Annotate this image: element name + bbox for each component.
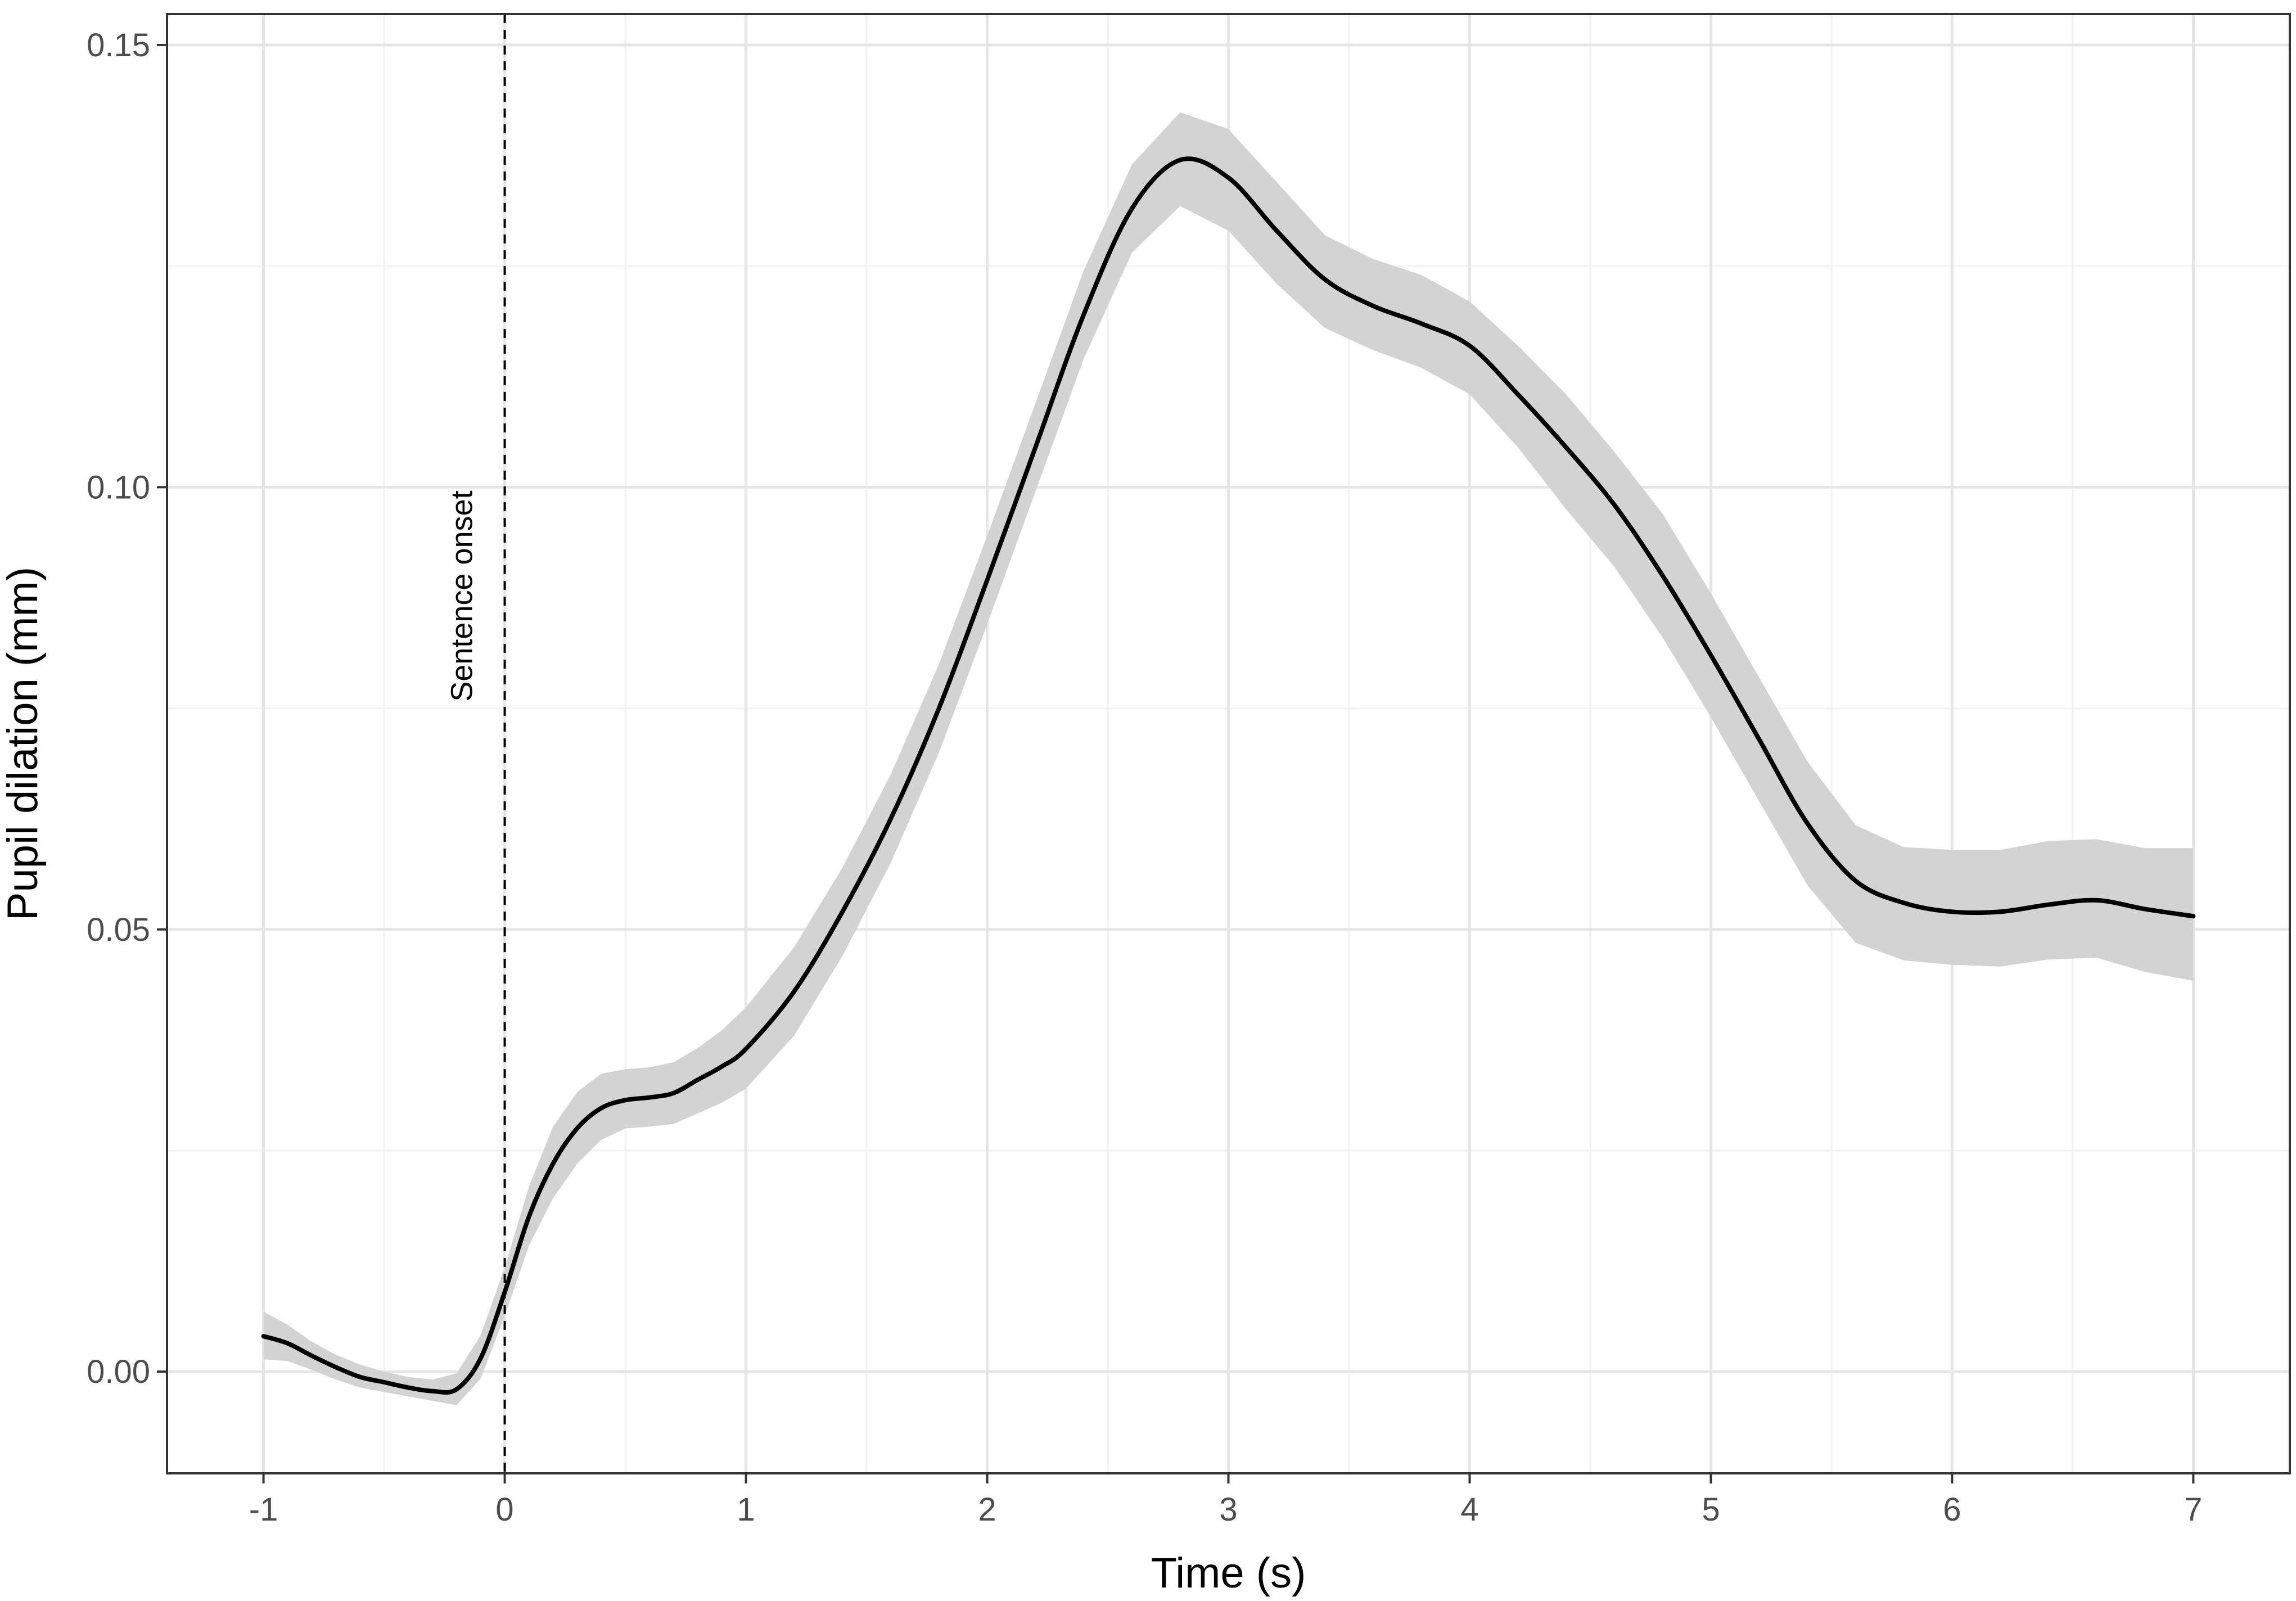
y-tick-label: 0.15: [87, 27, 150, 64]
mean-line: [261, 156, 2196, 1395]
sentence-onset-label: Sentence onset: [445, 490, 479, 701]
y-tick-label: 0.05: [87, 912, 150, 948]
y-tick-label: 0.10: [87, 469, 150, 506]
x-tick-label: 0: [495, 1491, 513, 1528]
x-tick-label: 7: [2184, 1491, 2202, 1528]
major-gridlines: [167, 14, 2290, 1473]
x-tick-label: 2: [978, 1491, 996, 1528]
x-tick-label: 1: [737, 1491, 755, 1528]
x-tick-label: 4: [1460, 1491, 1478, 1528]
y-tick-label: 0.00: [87, 1354, 150, 1390]
x-axis: -1 0 1 2 3 4 5 6 7: [249, 1473, 2203, 1528]
x-axis-title: Time (s): [1151, 1549, 1306, 1597]
x-tick-label: 3: [1219, 1491, 1237, 1528]
x-tick-label: 6: [1943, 1491, 1961, 1528]
confidence-ribbon: [263, 112, 2194, 1405]
x-tick-label: -1: [249, 1491, 278, 1528]
y-axis-title: Pupil dilation (mm): [0, 567, 47, 921]
y-axis: 0.00 0.05 0.10 0.15: [87, 27, 167, 1390]
x-tick-label: 5: [1702, 1491, 1720, 1528]
